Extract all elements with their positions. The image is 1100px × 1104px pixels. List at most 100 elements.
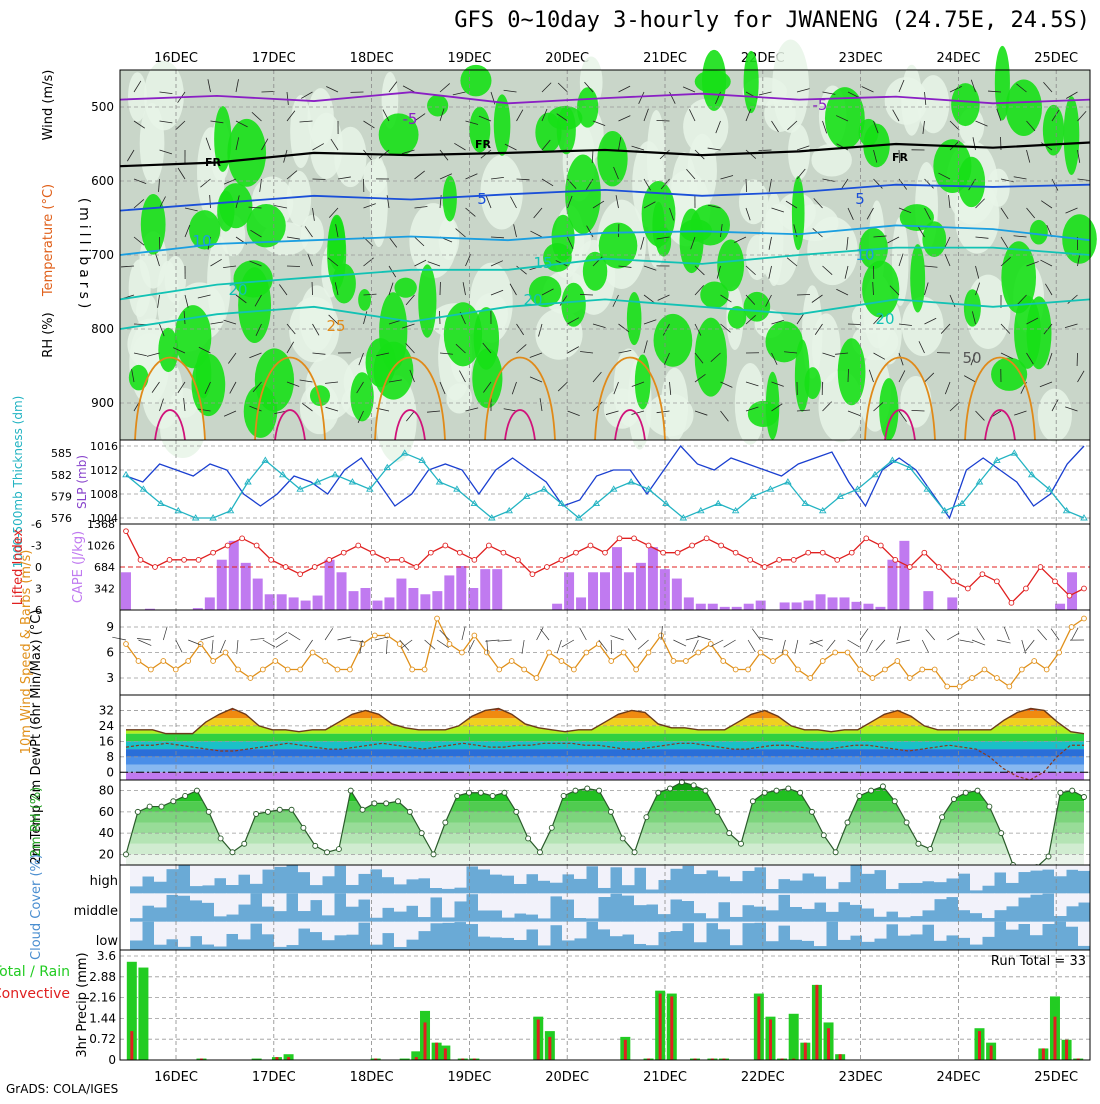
x-tick-label-top: 23DEC [839, 51, 883, 66]
lifted-index-point [719, 543, 724, 548]
temp-band [120, 741, 1090, 749]
x-tick-label-top: 21DEC [643, 51, 687, 66]
cloud-gap [358, 893, 371, 899]
y-tick-label-cape: 342 [94, 583, 115, 596]
2m-rh-point [632, 850, 637, 855]
wind-speed-point [435, 616, 440, 621]
x-tick-label-top: 18DEC [350, 51, 394, 66]
cloud-gap [514, 922, 527, 940]
cloud-gap [562, 893, 575, 899]
wind-speed-point [970, 676, 975, 681]
wind-speed-point [447, 642, 452, 647]
lifted-index-point [298, 572, 303, 577]
rh-moist-region [328, 215, 345, 270]
wind-barb-10m [848, 640, 860, 647]
rh-band [120, 780, 1090, 791]
cape-bar [612, 547, 622, 610]
y-tick-label-precip: 3.6 [97, 949, 116, 963]
wind-barb-10m [386, 640, 387, 654]
2m-rh-point [183, 793, 188, 798]
cloud-gap [538, 865, 551, 881]
cloud-gap [142, 893, 155, 905]
wind-speed-point [733, 667, 738, 672]
2m-rh-point [774, 788, 779, 793]
rh-dry-region [1038, 388, 1072, 441]
lifted-index-point [138, 557, 143, 562]
cloud-gap [922, 865, 935, 881]
wind-barb-10m [686, 637, 700, 640]
cloud-gap [166, 865, 179, 869]
2m-rh-point [384, 801, 389, 806]
cloud-gap [598, 865, 611, 888]
wind-barb-10m [250, 638, 264, 640]
cloud-gap [130, 865, 143, 886]
cloud-gap [514, 865, 527, 884]
x-tick-label-top: 24DEC [936, 51, 980, 66]
2m-rh-point [171, 799, 176, 804]
precip-convective-bar [990, 1046, 993, 1060]
wind-speed-point [982, 667, 987, 672]
cloud-gap [1066, 922, 1079, 927]
precip-convective-bar [537, 1020, 540, 1060]
cloud-gap [982, 893, 995, 918]
rh-moist-region [838, 338, 866, 405]
wind-barb-10m [325, 628, 333, 640]
cloud-gap [670, 865, 683, 869]
wind-speed-point [858, 667, 863, 672]
contour-label: 10 [855, 246, 874, 264]
footer-credit: GrADS: COLA/IGES [6, 1082, 118, 1096]
2m-rh-point [514, 809, 519, 814]
temp-band [120, 765, 1090, 773]
cloud-gap [1006, 865, 1019, 883]
cloud-gap [742, 865, 755, 871]
wind-speed-point [907, 676, 912, 681]
precip-convective-bar [978, 1031, 981, 1060]
cloud-gap [766, 893, 779, 910]
cloud-gap [766, 865, 779, 889]
cloud-row-label-low: low [96, 934, 119, 949]
wind-speed-point [497, 667, 502, 672]
y-tick-label-rh: 20 [99, 847, 114, 861]
cloud-gap [946, 893, 959, 897]
cloud-gap [886, 922, 899, 925]
lifted-index-point [762, 565, 767, 570]
precip-convective-bar [804, 1043, 807, 1060]
wind-speed-point [273, 659, 278, 664]
cloud-gap [442, 865, 455, 889]
y-tick-label-rh: 60 [99, 805, 114, 819]
cloud-gap [634, 893, 647, 905]
rh-dry-region [306, 354, 355, 419]
cloud-gap [790, 865, 803, 881]
cloud-gap [322, 865, 335, 876]
wind-speed-point [683, 659, 688, 664]
wind-speed-point [746, 667, 751, 672]
precip-convective-bar [435, 1043, 438, 1060]
cloud-gap [550, 922, 563, 926]
cloud-gap [946, 865, 959, 878]
2m-rh-point [1046, 854, 1051, 859]
cloud-gap [658, 865, 671, 880]
2m-rh-point [455, 793, 460, 798]
wind-speed-point [609, 659, 614, 664]
cloud-gap [202, 922, 215, 945]
cape-bar [492, 569, 502, 610]
cloud-gap [358, 865, 371, 874]
cloud-gap [190, 922, 203, 936]
cloud-gap [862, 893, 875, 908]
wind-speed-point [957, 684, 962, 689]
y-tick-label-rh: 40 [99, 826, 114, 840]
wind-barb-10m [275, 632, 287, 640]
wind-barb-10m [638, 640, 649, 649]
wind-speed-point [547, 650, 552, 655]
wind-barb-10m [795, 640, 798, 654]
cloud-gap [958, 922, 971, 938]
cloud-gap [790, 922, 803, 940]
cloud-gap [718, 865, 731, 877]
wind-speed-point [696, 650, 701, 655]
cloud-gap [874, 865, 887, 870]
cloud-gap [202, 893, 215, 903]
wind-speed-point [758, 650, 763, 655]
wind-barb-10m [401, 640, 412, 648]
wind-barb-10m [498, 640, 512, 641]
wind-speed-point [995, 676, 1000, 681]
